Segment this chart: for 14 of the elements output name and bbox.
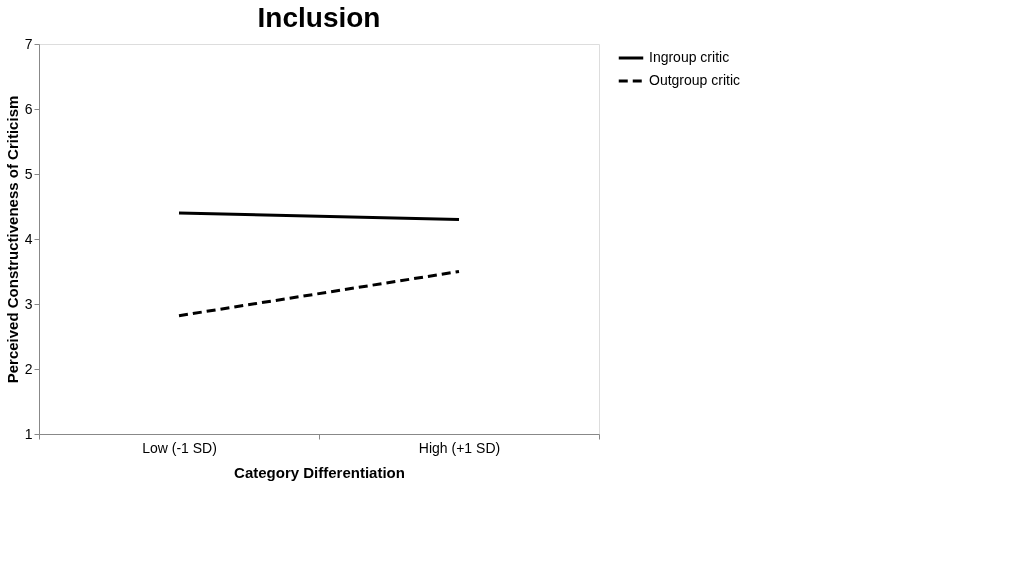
y-axis-title: Perceived Constructiveness of Criticism (3, 95, 21, 384)
y-tick-label: 7 (24, 35, 33, 52)
y-tick-label: 5 (24, 165, 33, 182)
y-tick-label: 2 (24, 360, 33, 377)
legend-label: Ingroup critic (649, 49, 730, 65)
y-tick-label: 3 (24, 295, 33, 312)
x-tick-label: High (+1 SD) (418, 439, 501, 456)
x-axis-title: Category Differentiation (234, 463, 405, 481)
chart-title: Inclusion (257, 2, 381, 33)
y-tick-label: 6 (24, 100, 33, 117)
y-tick-label: 1 (24, 425, 33, 442)
legend-label: Outgroup critic (649, 72, 741, 88)
x-tick-label: Low (-1 SD) (142, 439, 217, 456)
y-tick-label: 4 (24, 230, 33, 247)
